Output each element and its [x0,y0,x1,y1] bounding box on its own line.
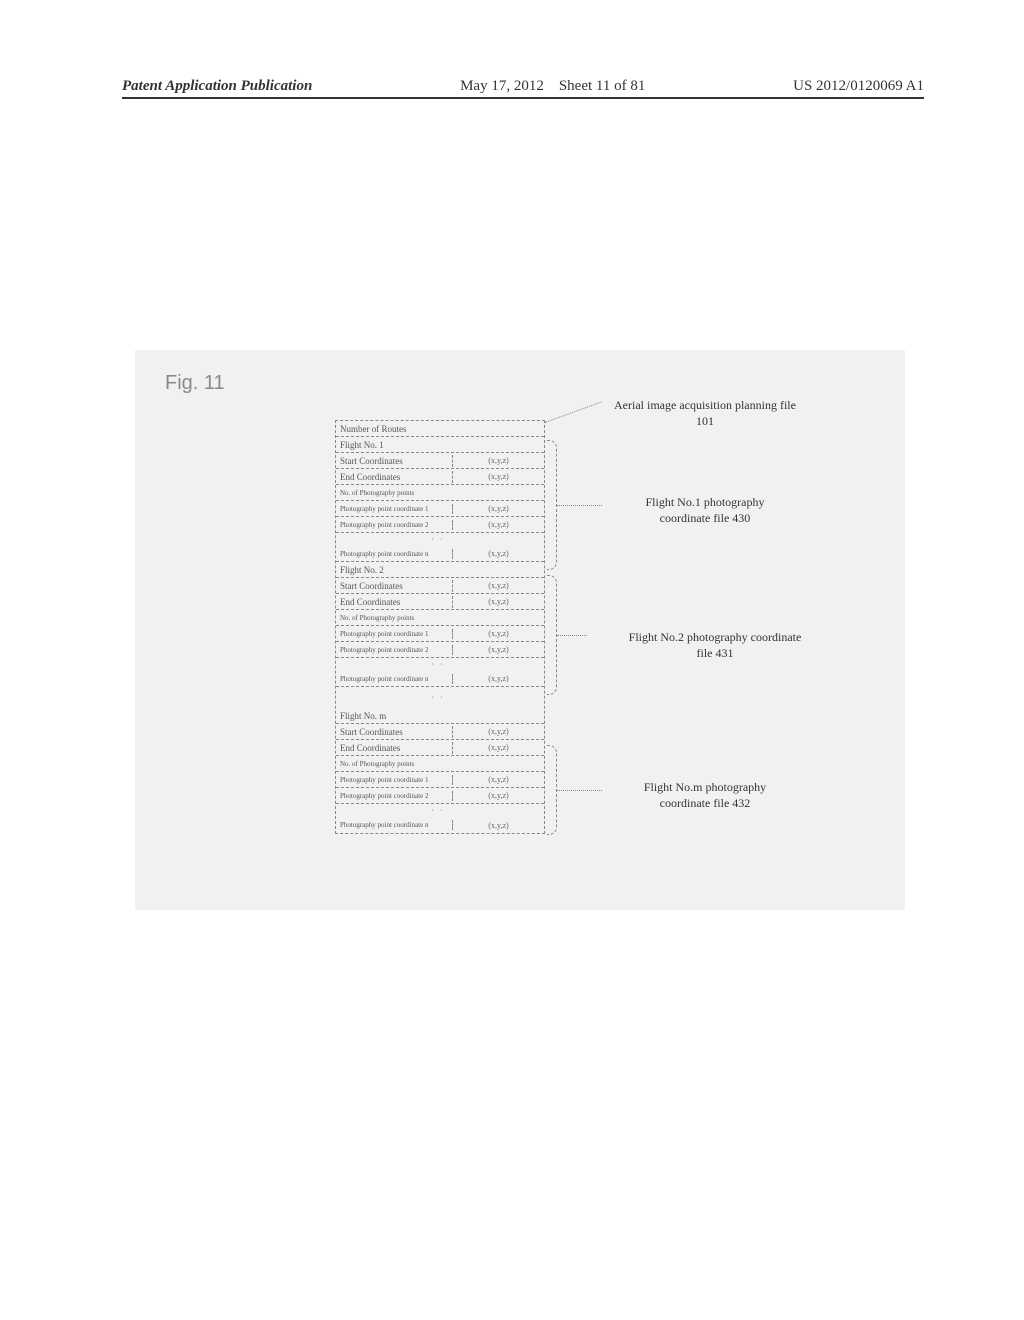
table-header-row: Number of Routes [336,421,544,437]
flight2-start-val: (x,y,z) [453,580,544,591]
flight1-npoints-row: No. of Photography points [336,485,544,501]
flight1-label: Flight No. 1 [336,439,544,451]
flight1-dots: ·· [336,533,544,546]
header-sheet: Sheet 11 of 81 [559,78,646,94]
flight2-pc2-label: Photography point coordinate 2 [336,645,453,655]
flight1-pcn-val: (x,y,z) [453,548,544,559]
flightm-pc2-row: Photography point coordinate 2 (x,y,z) [336,788,544,804]
page-header: Patent Application Publication May 17, 2… [122,78,924,99]
flightm-npoints-label: No. of Photography points [336,759,544,769]
flight1-pc1-val: (x,y,z) [453,503,544,514]
header-date: May 17, 2012 [460,78,544,94]
flight2-pc1-val: (x,y,z) [453,628,544,639]
flight2-end-label: End Coordinates [336,596,453,608]
flightm-end-label: End Coordinates [336,742,453,754]
bracket-flight1 [547,440,557,570]
flight2-pcn-label: Photography point coordinate n [336,674,453,684]
flightm-pcn-label: Photography point coordinate n [336,820,453,830]
flight1-npoints-label: No. of Photography points [336,488,544,498]
flight2-start-label: Start Coordinates [336,580,453,592]
flightm-dots: ·· [336,804,544,817]
flight1-end-row: End Coordinates (x,y,z) [336,469,544,485]
flight2-end-row: End Coordinates (x,y,z) [336,594,544,610]
callout-planning-text: Aerial image acquisition planning file 1… [614,398,796,428]
callout-planning-file: Aerial image acquisition planning file 1… [605,398,805,429]
flight1-pcn-label: Photography point coordinate n [336,549,453,559]
flight2-start-row: Start Coordinates (x,y,z) [336,578,544,594]
callout-flight2-line1: Flight No.2 photography coordinate [629,630,802,644]
lead-flight2 [557,635,587,636]
flight1-end-label: End Coordinates [336,471,453,483]
flight1-pc2-val: (x,y,z) [453,519,544,530]
callout-flight2-line2: file 431 [697,646,734,660]
header-publication: Patent Application Publication [122,78,312,95]
flight2-end-val: (x,y,z) [453,596,544,607]
flight1-end-val: (x,y,z) [453,471,544,482]
flightm-pc1-row: Photography point coordinate 1 (x,y,z) [336,772,544,788]
flightm-pcn-row: Photography point coordinate n (x,y,z) [336,817,544,833]
flight2-pcn-val: (x,y,z) [453,673,544,684]
flightm-pc1-val: (x,y,z) [453,774,544,785]
flight1-start-row: Start Coordinates (x,y,z) [336,453,544,469]
callout-flightm-line2: coordinate file 432 [660,796,751,810]
flight2-label: Flight No. 2 [336,564,544,576]
flight1-label-row: Flight No. 1 [336,437,544,453]
callout-flightm-line1: Flight No.m photography [644,780,766,794]
flightm-label: Flight No. m [336,710,544,722]
flight1-pc2-label: Photography point coordinate 2 [336,520,453,530]
lead-line-top [545,402,602,423]
flight2-label-row: Flight No. 2 [336,562,544,578]
flight2-npoints-row: No. of Photography points [336,610,544,626]
section-gap-dots: ·· [336,687,544,708]
flight2-pc1-label: Photography point coordinate 1 [336,629,453,639]
flightm-start-label: Start Coordinates [336,726,453,738]
header-pubnum: US 2012/0120069 A1 [793,78,924,95]
flightm-pc1-label: Photography point coordinate 1 [336,775,453,785]
flight1-pc2-row: Photography point coordinate 2 (x,y,z) [336,517,544,533]
flightm-start-row: Start Coordinates (x,y,z) [336,724,544,740]
num-routes-label: Number of Routes [336,423,544,435]
flight1-start-label: Start Coordinates [336,455,453,467]
callout-flightm: Flight No.m photography coordinate file … [605,780,805,811]
flightm-label-row: Flight No. m [336,708,544,724]
flight2-pcn-row: Photography point coordinate n (x,y,z) [336,671,544,687]
flight1-pc1-row: Photography point coordinate 1 (x,y,z) [336,501,544,517]
flight2-pc2-row: Photography point coordinate 2 (x,y,z) [336,642,544,658]
callout-flight1: Flight No.1 photography coordinate file … [605,495,805,526]
flightm-pc2-val: (x,y,z) [453,790,544,801]
flight1-pcn-row: Photography point coordinate n (x,y,z) [336,546,544,562]
lead-flight1 [557,505,602,506]
callout-flight1-line1: Flight No.1 photography [646,495,765,509]
bracket-flight2 [547,575,557,695]
callout-flight1-line2: coordinate file 430 [660,511,751,525]
flightm-pc2-label: Photography point coordinate 2 [336,791,453,801]
data-table: Number of Routes Flight No. 1 Start Coor… [335,420,545,834]
flightm-pcn-val: (x,y,z) [453,820,544,831]
flightm-end-val: (x,y,z) [453,742,544,753]
lead-flightm [557,790,602,791]
flight2-pc1-row: Photography point coordinate 1 (x,y,z) [336,626,544,642]
flight1-pc1-label: Photography point coordinate 1 [336,504,453,514]
flight2-dots: ·· [336,658,544,671]
header-date-sheet: May 17, 2012 Sheet 11 of 81 [460,78,645,95]
flight2-pc2-val: (x,y,z) [453,644,544,655]
flight2-npoints-label: No. of Photography points [336,613,544,623]
flightm-end-row: End Coordinates (x,y,z) [336,740,544,756]
flightm-npoints-row: No. of Photography points [336,756,544,772]
callout-flight2: Flight No.2 photography coordinate file … [590,630,840,661]
figure-label: Fig. 11 [165,372,225,395]
flightm-start-val: (x,y,z) [453,726,544,737]
figure-area: Fig. 11 Aerial image acquisition plannin… [135,350,905,910]
bracket-flightm [547,745,557,835]
flight1-start-val: (x,y,z) [453,455,544,466]
